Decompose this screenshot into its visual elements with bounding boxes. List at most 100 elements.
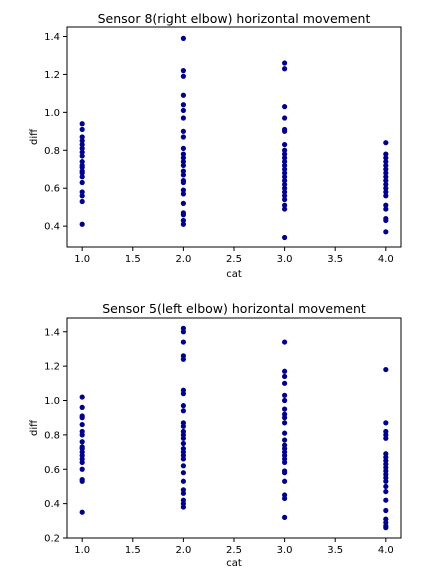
data-point xyxy=(180,128,186,134)
data-point xyxy=(282,185,288,191)
data-point xyxy=(180,212,186,218)
data-point xyxy=(383,193,389,199)
data-point xyxy=(282,159,288,165)
x-axis-label: cat xyxy=(226,269,242,280)
data-point xyxy=(180,191,186,197)
data-point xyxy=(282,193,288,199)
x-tick-label: 2.0 xyxy=(175,254,191,265)
data-point xyxy=(180,168,186,174)
data-point xyxy=(79,466,85,472)
data-point xyxy=(180,172,186,178)
chart-title: Sensor 8(right elbow) horizontal movemen… xyxy=(98,11,371,26)
chart-sensor-5: Sensor 5(left elbow) horizontal movement… xyxy=(29,301,402,569)
data-point xyxy=(282,141,288,148)
data-point xyxy=(180,134,186,140)
x-tick-label: 2.5 xyxy=(226,254,242,265)
data-point xyxy=(79,138,85,144)
x-axis-label: cat xyxy=(226,558,242,569)
data-point xyxy=(282,459,288,465)
data-point xyxy=(79,174,85,180)
data-point xyxy=(383,174,389,180)
data-point xyxy=(282,392,288,398)
y-tick-label: 1.2 xyxy=(44,362,60,373)
chart-sensor-8: Sensor 8(right elbow) horizontal movemen… xyxy=(29,11,402,280)
data-point xyxy=(180,478,186,484)
data-point xyxy=(282,406,288,412)
data-point xyxy=(383,155,389,161)
data-point xyxy=(383,366,389,373)
data-point xyxy=(180,151,186,157)
data-point xyxy=(79,149,85,155)
y-tick-label: 0.4 xyxy=(44,222,60,233)
data-point xyxy=(180,435,186,441)
data-point xyxy=(383,170,389,176)
data-point xyxy=(180,115,186,121)
data-point xyxy=(180,329,186,335)
y-tick-label: 1.0 xyxy=(44,108,60,119)
data-point xyxy=(282,495,288,502)
data-point xyxy=(383,181,389,188)
data-point xyxy=(79,478,85,484)
data-point xyxy=(383,507,389,514)
data-point xyxy=(282,206,288,212)
data-point xyxy=(180,403,186,409)
data-point xyxy=(383,435,389,441)
data-point xyxy=(180,159,186,165)
x-tick-label: 1.0 xyxy=(74,545,90,556)
data-point xyxy=(180,200,186,206)
data-point xyxy=(180,356,186,362)
x-tick-label: 3.0 xyxy=(277,545,293,556)
data-point xyxy=(383,140,389,146)
data-point xyxy=(79,421,85,428)
data-point xyxy=(282,104,288,110)
data-point xyxy=(282,339,288,345)
data-point xyxy=(79,439,85,445)
data-point xyxy=(180,463,186,469)
data-point xyxy=(383,202,389,208)
data-point xyxy=(282,189,288,195)
y-axis-label: diff xyxy=(29,128,40,145)
data-point xyxy=(79,145,85,151)
data-point xyxy=(79,189,85,195)
data-point xyxy=(180,35,186,41)
data-point xyxy=(282,128,288,134)
data-point xyxy=(383,525,389,531)
data-point xyxy=(282,151,288,157)
data-points xyxy=(79,35,389,241)
data-point xyxy=(180,68,186,74)
y-tick-label: 0.8 xyxy=(44,146,60,157)
data-point xyxy=(180,470,186,476)
data-point xyxy=(282,380,288,386)
data-point xyxy=(383,166,389,172)
data-point xyxy=(383,206,389,212)
data-point xyxy=(383,217,389,224)
x-tick-label: 3.0 xyxy=(277,254,293,265)
y-tick-label: 0.8 xyxy=(44,430,60,441)
data-point xyxy=(383,189,389,195)
data-point xyxy=(79,432,85,438)
data-point xyxy=(383,159,389,165)
axis-ticks: 1.0 1.5 2.0 2.5 3.0 3.5 4.0 0.4 0.6 0.8 1.0 1.2 1.4 xyxy=(44,32,394,265)
data-point xyxy=(180,217,186,224)
data-point xyxy=(180,92,186,98)
data-point xyxy=(383,478,389,484)
data-point xyxy=(282,155,288,161)
data-point xyxy=(282,514,288,520)
y-tick-label: 1.0 xyxy=(44,396,60,407)
x-tick-label: 4.0 xyxy=(378,254,394,265)
plot-frame xyxy=(66,317,402,539)
data-point xyxy=(282,166,288,172)
data-point xyxy=(180,162,186,169)
data-point xyxy=(282,162,288,169)
data-point xyxy=(79,141,85,148)
plot-frame xyxy=(66,26,402,248)
x-tick-label: 1.5 xyxy=(125,545,141,556)
data-point xyxy=(180,155,186,161)
data-point xyxy=(282,181,288,188)
data-point xyxy=(282,368,288,374)
data-point xyxy=(79,394,85,400)
data-point xyxy=(79,159,85,165)
x-tick-label: 1.0 xyxy=(74,254,90,265)
data-point xyxy=(383,229,389,235)
data-point xyxy=(79,170,85,176)
